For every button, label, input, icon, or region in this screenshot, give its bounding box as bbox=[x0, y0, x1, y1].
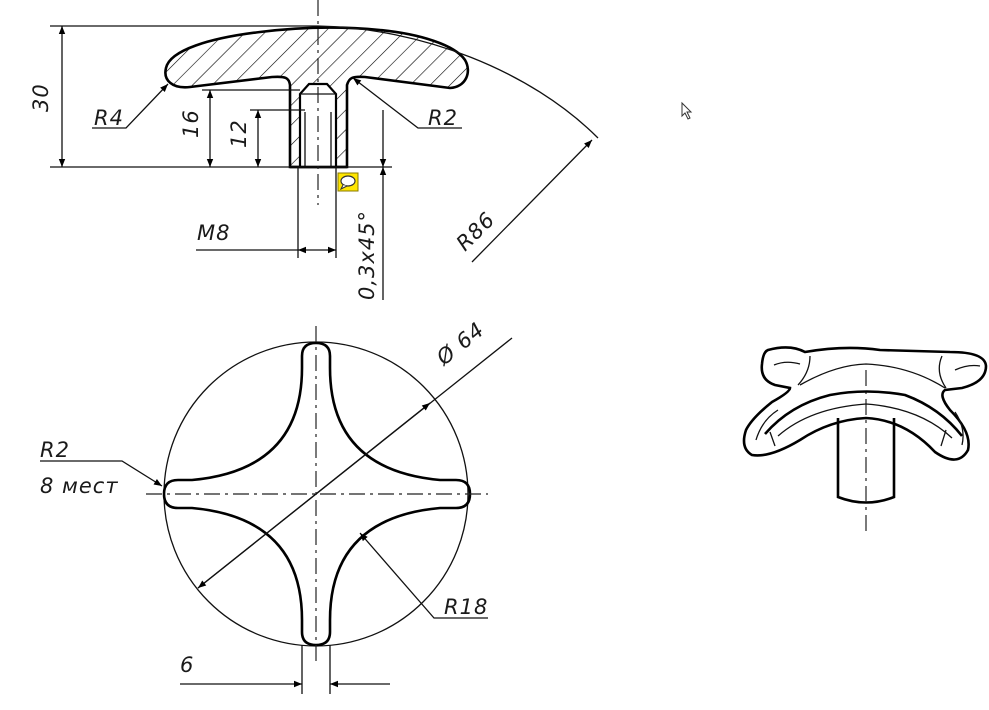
r86-label: R86 bbox=[452, 207, 500, 255]
iso-arm-detail-1 bbox=[773, 361, 801, 366]
iso-shaft bbox=[836, 418, 896, 504]
iso-arm-detail-6 bbox=[940, 429, 947, 447]
iso-arm-detail-4 bbox=[954, 411, 964, 446]
plan-view: Ø 64 R2 8 мест R18 6 bbox=[40, 317, 513, 694]
iso-arm-detail-3 bbox=[755, 409, 779, 441]
iso-upper-edge bbox=[799, 363, 946, 389]
r2-top-leader bbox=[352, 77, 462, 129]
dim-16-label: 16 bbox=[179, 109, 203, 138]
iso-back-arm-left bbox=[797, 355, 811, 386]
iso-inner-edge bbox=[777, 403, 953, 439]
iso-arm-detail-2 bbox=[954, 364, 981, 371]
dim-30-label: 30 bbox=[29, 83, 53, 112]
r2-left-leader bbox=[40, 460, 163, 487]
iso-top-sweep bbox=[764, 390, 964, 437]
m8-label: M8 bbox=[197, 221, 230, 245]
iso-arm-detail-5 bbox=[769, 431, 776, 447]
section-view: 30 16 12 R4 R2 M8 0,3x45° R86 bbox=[29, 0, 599, 300]
iso-back-arm-right bbox=[938, 355, 947, 389]
isometric-view bbox=[742, 346, 988, 534]
iso-body-outline bbox=[742, 346, 988, 461]
r4-label: R4 bbox=[94, 106, 124, 130]
note-marker-icon[interactable] bbox=[337, 172, 359, 192]
width6-label: 6 bbox=[180, 653, 194, 677]
mouse-cursor-icon bbox=[681, 101, 693, 120]
dim-12-label: 12 bbox=[227, 119, 251, 148]
r2-top-label: R2 bbox=[428, 106, 458, 130]
dia-arrows bbox=[197, 402, 431, 589]
r18-leader bbox=[359, 532, 488, 619]
r86-arc bbox=[317, 25, 599, 139]
r86-leader bbox=[471, 139, 593, 263]
chamfer-label: 0,3x45° bbox=[355, 210, 379, 300]
r4-leader bbox=[92, 83, 169, 129]
r2-left-label: R2 bbox=[40, 438, 70, 462]
places-label: 8 мест bbox=[40, 474, 119, 498]
r18-label: R18 bbox=[444, 595, 488, 619]
